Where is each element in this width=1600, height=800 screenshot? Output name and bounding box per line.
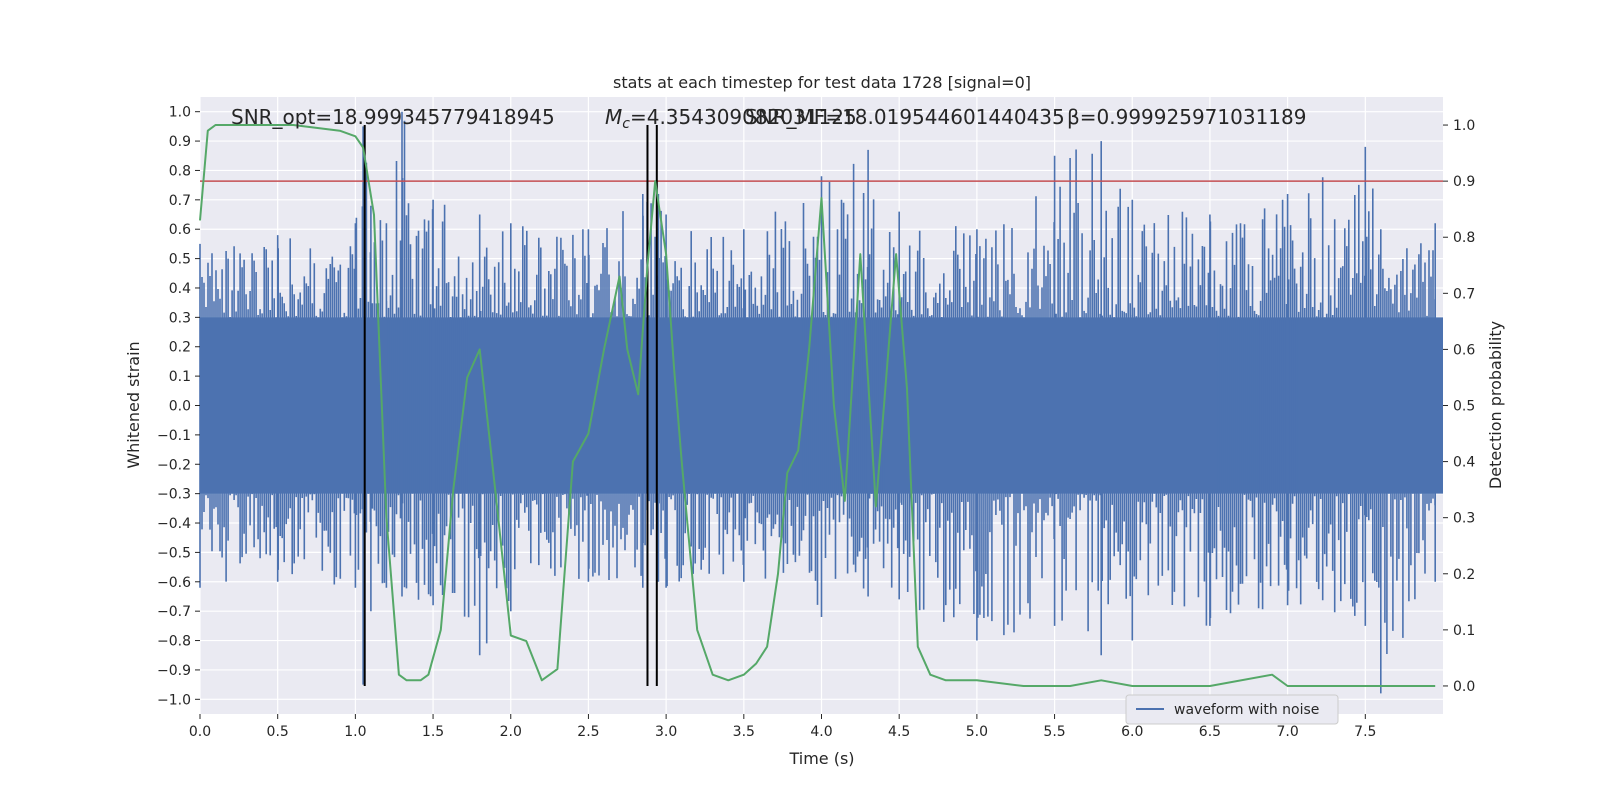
legend-label-waveform: waveform with noise	[1174, 702, 1319, 718]
right-y-tick-label: 0.2	[1453, 567, 1475, 583]
left-y-tick-label: −0.8	[157, 634, 191, 650]
waveform-with-noise-series	[199, 111, 1443, 694]
chirp-mass-annotation: Mc=4.354309082031125	[605, 105, 857, 132]
left-y-tick-label: −0.7	[157, 604, 191, 620]
right-y-tick-label: 0.4	[1453, 455, 1475, 471]
right-y-tick-label: 0.7	[1453, 286, 1475, 302]
legend-box	[1125, 694, 1339, 725]
left-y-tick-label: 0.6	[169, 222, 191, 238]
left-y-tick-label: 0.2	[169, 340, 191, 356]
left-y-tick-label: −0.9	[157, 663, 191, 679]
x-tick-label: 5.0	[966, 724, 988, 740]
x-tick-label: 3.0	[655, 724, 677, 740]
chart-title: stats at each timestep for test data 172…	[613, 73, 1031, 92]
waveform-with-noise-line	[199, 111, 1436, 694]
x-tick-label: 4.5	[888, 724, 910, 740]
x-axis-label: Time (s)	[788, 749, 854, 768]
x-tick-label: 4.0	[810, 724, 832, 740]
x-tick-label: 3.5	[733, 724, 755, 740]
x-tick-label: 5.5	[1043, 724, 1065, 740]
right-y-tick-label: 0.0	[1453, 679, 1475, 695]
left-y-tick-label: 0.4	[169, 281, 191, 297]
right-y-tick-label: 0.1	[1453, 623, 1475, 639]
x-tick-label: 7.0	[1276, 724, 1298, 740]
detection-probability-series	[199, 124, 1436, 687]
left-y-tick-label: 0.9	[169, 134, 191, 150]
left-y-tick-label: 0.8	[169, 163, 191, 179]
left-y-tick-label: −0.1	[157, 428, 191, 444]
right-y-tick-label: 0.6	[1453, 342, 1475, 358]
left-y-axis-ticks: 1.0 0.9 0.8 0.7 0.6 0.5 0.4 0.3 0.2 0.1 0.0 −0.1 −0.…	[157, 105, 200, 708]
x-tick-label: 7.5	[1354, 724, 1376, 740]
left-y-tick-label: −0.2	[157, 457, 191, 473]
x-tick-label: 2.5	[577, 724, 599, 740]
right-y-tick-label: 0.8	[1453, 230, 1475, 246]
legend: waveform with noise	[1125, 694, 1339, 725]
snr-mf-annotation: SNR_MF=18.019544601440435	[745, 105, 1065, 129]
right-y-tick-label: 0.5	[1453, 399, 1475, 415]
chirp-mass-value: =4.354309082031125	[630, 105, 857, 129]
left-y-tick-label: −0.4	[157, 516, 191, 532]
x-tick-label: 6.0	[1121, 724, 1143, 740]
left-y-tick-label: −0.5	[157, 545, 191, 561]
x-tick-label: 1.0	[344, 724, 366, 740]
right-y-axis-label: Detection probability	[1486, 321, 1505, 489]
right-y-tick-label: 0.9	[1453, 174, 1475, 190]
reference-lines	[200, 125, 1443, 686]
x-tick-label: 0.0	[189, 724, 211, 740]
chirp-mass-symbol: M	[605, 105, 622, 129]
left-y-tick-label: 1.0	[169, 105, 191, 121]
left-y-tick-label: 0.1	[169, 369, 191, 385]
right-y-tick-label: 0.3	[1453, 511, 1475, 527]
left-y-axis-label: Whitened strain	[124, 341, 143, 468]
left-y-tick-label: 0.7	[169, 193, 191, 209]
x-axis-ticks: 0.0 0.5 1.0 1.5 2.0 2.5 3.0 3.5 4.0 4.5 5.0 5.5 6.0 6…	[189, 714, 1376, 740]
right-y-tick-label: 1.0	[1453, 118, 1475, 134]
chirp-mass-subscript: c	[622, 116, 630, 132]
x-tick-label: 6.5	[1199, 724, 1221, 740]
left-y-tick-label: 0.5	[169, 252, 191, 268]
x-tick-label: 1.5	[422, 724, 444, 740]
left-y-tick-label: −0.6	[157, 575, 191, 591]
left-y-tick-label: −0.3	[157, 487, 191, 503]
detection-probability-line	[199, 124, 1436, 687]
left-y-tick-label: 0.3	[169, 310, 191, 326]
snr-opt-annotation: SNR_opt=18.999345779418945	[231, 105, 555, 129]
beta-annotation: β=0.999925971031189	[1067, 105, 1306, 129]
left-y-tick-label: 0.0	[169, 399, 191, 415]
x-tick-label: 2.0	[500, 724, 522, 740]
right-y-axis-ticks: 1.0 0.9 0.8 0.7 0.6 0.5 0.4 0.3 0.2 0.1 0.0	[1443, 118, 1475, 695]
x-tick-label: 0.5	[267, 724, 289, 740]
left-y-tick-label: −1.0	[157, 692, 191, 708]
